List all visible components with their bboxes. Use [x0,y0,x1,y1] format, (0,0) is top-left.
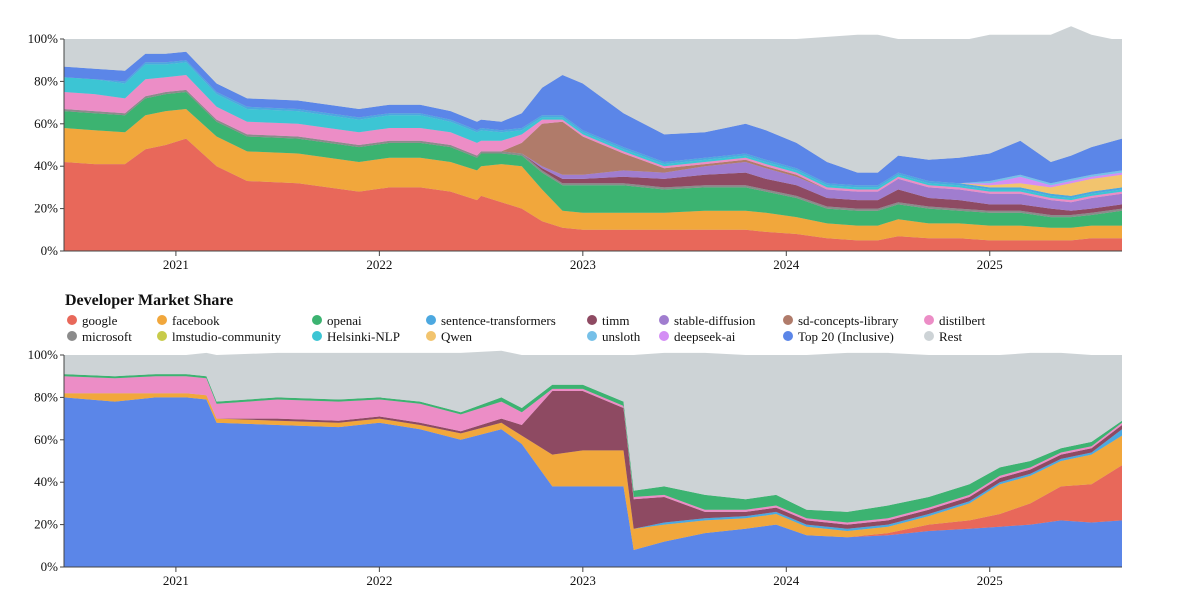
area-distilbert[interactable] [64,376,1122,525]
x-tick-label: 2021 [163,257,189,272]
legend-label: stable-diffusion [674,313,756,328]
y-tick-label: 0% [41,243,59,258]
legend-label: sentence-transformers [441,313,556,328]
x-tick-label: 2023 [570,573,596,588]
legend-swatch [426,315,436,325]
legend-label: Qwen [441,329,473,344]
y-tick-label: 100% [28,31,59,46]
legend-item-stable-diffusion[interactable]: stable-diffusion [659,313,756,328]
legend-swatch [67,315,77,325]
y-tick-label: 40% [34,158,58,173]
area-google[interactable] [64,138,1122,251]
legend-label: lmstudio-community [172,329,282,344]
area-rest[interactable] [64,350,1122,512]
area-timm[interactable] [64,391,1122,529]
x-tick-label: 2024 [773,257,800,272]
legend-item-unsloth[interactable]: unsloth [587,329,641,344]
legend-label: facebook [172,313,220,328]
legend-item-qwen[interactable]: Qwen [426,329,473,344]
x-tick-label: 2025 [977,257,1003,272]
legend-swatch [157,331,167,341]
legend-swatch [659,315,669,325]
legend-label: openai [327,313,362,328]
area-top-20-inclusive[interactable] [64,51,1122,186]
legend-swatch [924,331,934,341]
legend-label: unsloth [602,329,641,344]
y-tick-label: 80% [34,389,58,404]
top-area-chart: 0% 20% 40% 60% 80% 100% 2021 2022 2023 2024 2025 [28,26,1122,272]
area-facebook[interactable] [64,109,1122,241]
area-top-20-inclusive[interactable] [64,397,1122,567]
bottom-area-chart: 0% 20% 40% 60% 80% 100% 2021 2022 2023 2024 2025 [28,347,1122,588]
legend-swatch [587,331,597,341]
legend-swatch [924,315,934,325]
legend-label: sd-concepts-library [798,313,899,328]
legend-swatch [426,331,436,341]
legend-label: Rest [939,329,963,344]
y-tick-label: 100% [28,347,59,362]
legend-item-distilbert[interactable]: distilbert [924,313,986,328]
legend-swatch [587,315,597,325]
legend-swatch [312,331,322,341]
legend-items: google facebook openai sentence-transformer… [67,313,986,344]
y-tick-label: 80% [34,73,58,88]
y-tick-label: 0% [41,559,59,574]
area-distilbert[interactable] [64,75,1122,203]
legend-item-deepseek-ai[interactable]: deepseek-ai [659,329,736,344]
legend-swatch [312,315,322,325]
legend-label: deepseek-ai [674,329,736,344]
legend-item-sentence-transformers[interactable]: sentence-transformers [426,313,556,328]
legend-label: distilbert [939,313,986,328]
area-helsinki-nlp[interactable] [64,62,1122,201]
legend-item-facebook[interactable]: facebook [157,313,220,328]
area-facebook[interactable] [64,393,1122,550]
legend-label: timm [602,313,629,328]
x-tick-label: 2023 [570,257,596,272]
legend-label: Helsinki-NLP [327,329,400,344]
legend-item-google[interactable]: google [67,313,118,328]
x-tick-label: 2022 [366,573,392,588]
legend: Developer Market Share google facebook ope… [65,292,986,344]
legend-item-sd-concepts-library[interactable]: sd-concepts-library [783,313,899,328]
legend-title: Developer Market Share [65,292,233,309]
y-tick-label: 60% [34,432,58,447]
area-sd-concepts-library[interactable] [64,89,1122,203]
y-tick-label: 60% [34,116,58,131]
legend-label: microsoft [82,329,132,344]
x-tick-label: 2024 [773,573,800,588]
area-stable-diffusion[interactable] [64,89,1122,211]
legend-label: google [82,313,118,328]
y-tick-label: 20% [34,201,58,216]
x-tick-label: 2022 [366,257,392,272]
legend-item-lmstudio-community[interactable]: lmstudio-community [157,329,282,344]
legend-swatch [157,315,167,325]
area-openai[interactable] [64,92,1122,228]
legend-swatch [783,315,793,325]
legend-item-openai[interactable]: openai [312,313,362,328]
legend-item-helsinki-nlp[interactable]: Helsinki-NLP [312,329,400,344]
legend-item-rest[interactable]: Rest [924,329,963,344]
legend-item-timm[interactable]: timm [587,313,629,328]
legend-label: Top 20 (Inclusive) [798,329,894,344]
legend-swatch [783,331,793,341]
legend-item-microsoft[interactable]: microsoft [67,329,132,344]
y-tick-label: 20% [34,517,58,532]
x-tick-label: 2025 [977,573,1003,588]
area-rest[interactable] [64,26,1122,173]
legend-swatch [659,331,669,341]
legend-item-top-20-inclusive[interactable]: Top 20 (Inclusive) [783,329,894,344]
x-tick-label: 2021 [163,573,189,588]
legend-swatch [67,331,77,341]
y-tick-label: 40% [34,474,58,489]
